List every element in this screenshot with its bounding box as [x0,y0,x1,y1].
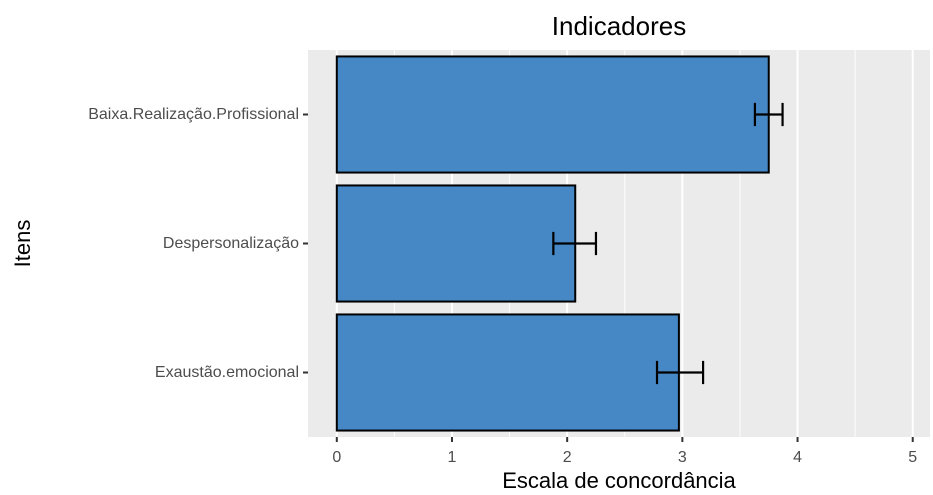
x-tick-label: 0 [332,449,341,466]
y-tick-label: Baixa.Realização.Profissional [88,106,299,123]
bar [335,55,770,174]
x-tick-label: 4 [793,449,802,466]
x-tick-label: 1 [448,449,457,466]
bar [335,313,680,432]
error-bar [655,360,705,385]
y-axis-title: Itens [10,220,35,268]
y-tick-label: Exaustão.emocional [155,364,299,381]
error-bars [552,102,784,385]
error-bar [552,231,598,256]
x-axis: 0 1 2 3 4 5 [332,437,917,466]
y-axis: Baixa.Realização.Profissional Despersonal… [88,106,308,381]
error-bar [753,102,784,127]
bars [335,55,770,432]
x-tick-label: 5 [908,449,917,466]
chart-title: Indicadores [552,11,686,41]
x-tick-label: 2 [563,449,572,466]
bar [335,184,577,303]
x-axis-title: Escala de concordância [502,468,736,493]
x-tick-label: 3 [678,449,687,466]
y-tick-label: Despersonalização [163,235,299,252]
